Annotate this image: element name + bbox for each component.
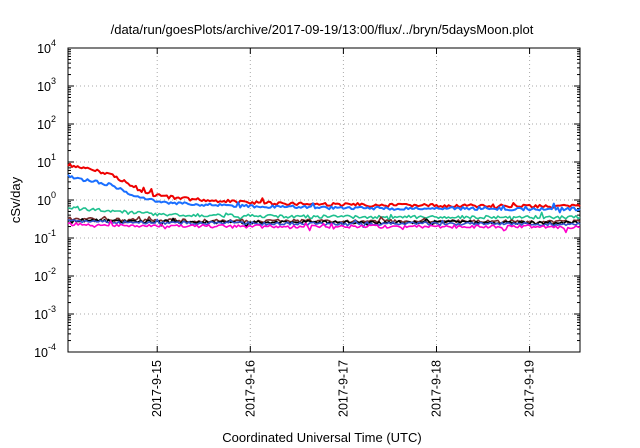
series-line	[67, 220, 581, 234]
y-tick-label: 10-1	[34, 228, 56, 246]
y-tick-exponent: -3	[48, 304, 56, 314]
x-tick-label: 2017-9-15	[150, 360, 164, 417]
y-tick-exponent: -4	[48, 342, 56, 352]
x-tick-label: 2017-9-16	[243, 360, 257, 417]
y-tick-base: 10	[37, 80, 51, 94]
y-tick-label: 100	[37, 190, 56, 208]
series-layer	[67, 162, 581, 234]
grid	[68, 48, 580, 352]
y-tick-base: 10	[34, 346, 48, 360]
y-tick-label: 102	[37, 114, 56, 132]
y-tick-label: 104	[37, 38, 56, 56]
y-tick-exponent: 0	[51, 190, 56, 200]
series-line	[67, 174, 581, 214]
y-tick-label: 10-2	[34, 266, 56, 284]
y-axis-label: cSv/day	[8, 176, 23, 223]
y-tick-label: 103	[37, 76, 56, 94]
y-tick-base: 10	[34, 232, 48, 246]
series-line	[67, 162, 581, 210]
y-tick-base: 10	[34, 270, 48, 284]
y-tick-label: 10-3	[34, 304, 56, 322]
x-tick-label: 2017-9-19	[523, 360, 537, 417]
series-line	[67, 205, 581, 222]
y-tick-label: 101	[37, 152, 56, 170]
x-axis-label: Coordinated Universal Time (UTC)	[222, 430, 421, 445]
chart-title: /data/run/goesPlots/archive/2017-09-19/1…	[111, 22, 534, 37]
y-tick-base: 10	[37, 156, 51, 170]
y-tick-exponent: 4	[51, 38, 56, 48]
series-line	[67, 217, 581, 228]
y-tick-exponent: 3	[51, 76, 56, 86]
y-tick-exponent: 2	[51, 114, 56, 124]
y-tick-exponent: -1	[48, 228, 56, 238]
y-tick-label: 10-4	[34, 342, 56, 360]
y-tick-exponent: 1	[51, 152, 56, 162]
y-tick-exponent: -2	[48, 266, 56, 276]
x-tick-label: 2017-9-18	[429, 360, 443, 417]
x-tick-label: 2017-9-17	[336, 360, 350, 417]
y-tick-base: 10	[37, 42, 51, 56]
y-tick-base: 10	[37, 194, 51, 208]
y-tick-base: 10	[37, 118, 51, 132]
y-tick-base: 10	[34, 308, 48, 322]
x-tick-labels: 2017-9-15 2017-9-16 2017-9-17 2017-9-18 2017…	[150, 360, 536, 417]
